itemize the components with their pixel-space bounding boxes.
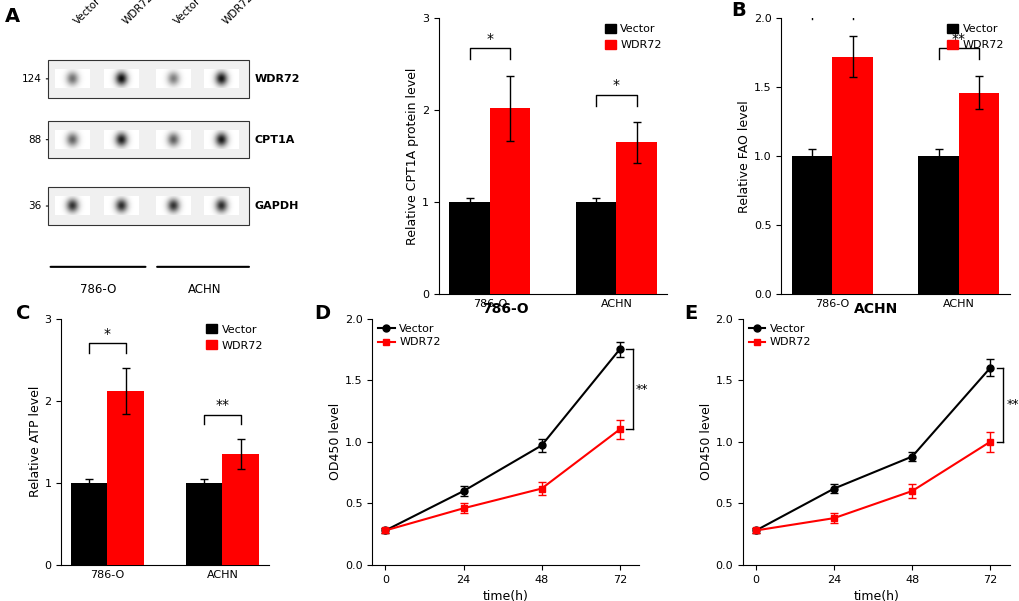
Legend: Vector, WDR72: Vector, WDR72: [604, 23, 661, 50]
Bar: [70, 483, 107, 565]
Text: **: **: [1006, 398, 1018, 411]
Bar: [958, 93, 999, 294]
Text: CPT1A: CPT1A: [255, 135, 294, 145]
Text: ACHN: ACHN: [187, 284, 221, 296]
Y-axis label: Relative FAO level: Relative FAO level: [738, 100, 750, 213]
Bar: [917, 156, 958, 294]
Bar: [489, 108, 530, 294]
Bar: [48, 188, 249, 225]
Text: *: *: [612, 78, 620, 92]
Bar: [48, 60, 249, 97]
Text: 36: 36: [29, 201, 42, 211]
Bar: [185, 483, 222, 565]
Title: 786-O: 786-O: [482, 302, 529, 316]
Text: Vector: Vector: [72, 0, 103, 26]
Bar: [222, 454, 259, 565]
Bar: [832, 56, 872, 294]
Bar: [48, 121, 249, 158]
Legend: Vector, WDR72: Vector, WDR72: [206, 324, 263, 350]
Bar: [576, 203, 615, 294]
Text: E: E: [684, 304, 697, 323]
Legend: Vector, WDR72: Vector, WDR72: [947, 23, 1004, 50]
Text: **: **: [824, 0, 839, 5]
X-axis label: time(h): time(h): [482, 590, 528, 601]
Legend: Vector, WDR72: Vector, WDR72: [748, 324, 810, 347]
Text: *: *: [486, 32, 493, 46]
Text: 786-O: 786-O: [79, 284, 116, 296]
Y-axis label: Relative CPT1A protein level: Relative CPT1A protein level: [406, 67, 419, 245]
Text: GAPDH: GAPDH: [255, 201, 299, 211]
Y-axis label: OD450 level: OD450 level: [699, 403, 712, 480]
Bar: [615, 142, 656, 294]
Text: Vector: Vector: [172, 0, 203, 26]
Text: **: **: [215, 398, 229, 412]
Text: **: **: [636, 383, 648, 396]
Text: A: A: [5, 7, 20, 26]
Text: WDR72: WDR72: [221, 0, 256, 26]
Y-axis label: OD450 level: OD450 level: [329, 403, 341, 480]
Text: B: B: [731, 1, 745, 20]
Bar: [449, 203, 489, 294]
Bar: [48, 121, 249, 158]
Text: 88: 88: [29, 135, 42, 145]
Bar: [107, 391, 144, 565]
Text: WDR72: WDR72: [255, 74, 300, 84]
Text: **: **: [951, 32, 965, 46]
Bar: [791, 156, 832, 294]
Text: 124: 124: [21, 74, 42, 84]
Text: C: C: [15, 304, 30, 323]
Text: D: D: [314, 304, 329, 323]
Text: WDR72: WDR72: [120, 0, 155, 26]
Bar: [48, 188, 249, 225]
Text: *: *: [104, 327, 111, 341]
Legend: Vector, WDR72: Vector, WDR72: [378, 324, 440, 347]
Title: ACHN: ACHN: [854, 302, 898, 316]
X-axis label: time(h): time(h): [853, 590, 899, 601]
Bar: [48, 60, 249, 97]
Y-axis label: Relative ATP level: Relative ATP level: [29, 386, 42, 498]
